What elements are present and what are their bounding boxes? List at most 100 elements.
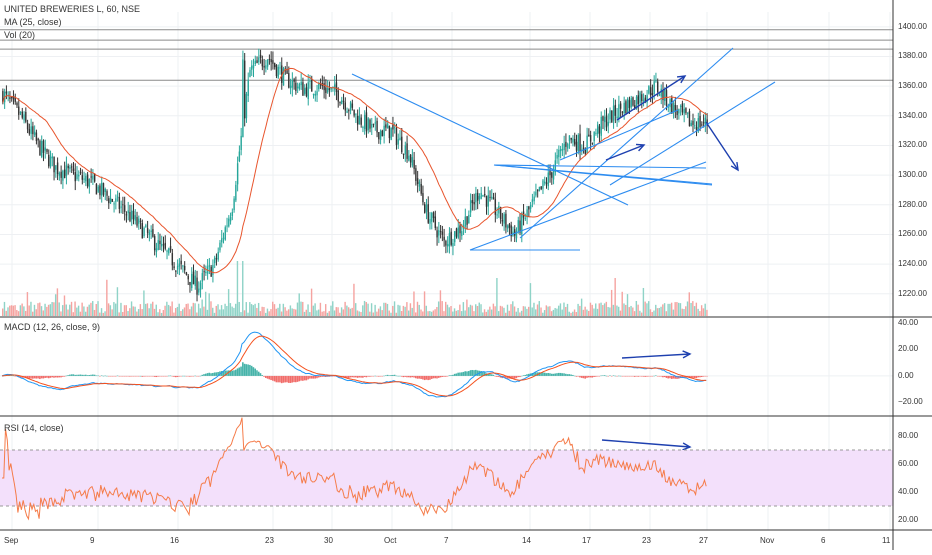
- volume-bar-344: [609, 307, 611, 316]
- macd-hist-24: [44, 375, 46, 378]
- macd-hist-379: [670, 375, 673, 379]
- candle-body-192: [341, 100, 343, 105]
- volume-bar-318: [563, 302, 565, 316]
- macd-hist-207: [367, 375, 369, 377]
- macd-hist-139: [247, 364, 249, 376]
- macd-hist-178: [316, 375, 318, 379]
- macd-hist-336: [595, 375, 597, 377]
- annotation-arrowhead-3: [682, 350, 692, 359]
- volume-bar-37: [67, 309, 69, 316]
- macd-hist-195: [346, 375, 348, 379]
- candle-body-312: [552, 169, 555, 180]
- macd-hist-158: [280, 375, 283, 384]
- candle-body-42: [76, 174, 78, 180]
- volume-bar-107: [190, 306, 193, 316]
- volume-bar-247: [437, 301, 440, 316]
- macd-hist-209: [370, 375, 373, 377]
- volume-bar-19: [35, 309, 37, 316]
- volume-bar-241: [427, 311, 429, 316]
- macd-hist-108: [192, 375, 195, 377]
- volume-bar-229: [406, 302, 408, 316]
- volume-bar-126: [224, 303, 226, 316]
- volume-bar-303: [536, 304, 539, 316]
- volume-bar-367: [649, 309, 652, 316]
- macd-hist-175: [310, 375, 313, 379]
- volume-bar-22: [40, 306, 43, 316]
- volume-bar-168: [298, 293, 300, 316]
- candle-body-130: [231, 212, 234, 217]
- macd-tick-0: 40.00: [898, 318, 919, 327]
- moving-average: [2, 67, 708, 274]
- price-tick-0: 1400.00: [898, 21, 927, 31]
- candle-body-109: [194, 275, 196, 286]
- macd-hist-134: [238, 367, 241, 376]
- candle-body-253: [448, 233, 451, 247]
- candle-body-175: [311, 79, 313, 92]
- macd-hist-59: [106, 375, 108, 377]
- volume-bar-219: [388, 310, 390, 316]
- macd-hist-42: [76, 374, 78, 376]
- macd-hist-220: [390, 375, 392, 376]
- macd-hist-120: [213, 372, 216, 376]
- macd-hist-154: [273, 375, 276, 382]
- macd-hist-74: [132, 375, 135, 377]
- volume-bar-336: [595, 303, 597, 316]
- macd-hist-153: [272, 375, 274, 381]
- candle-body-6: [12, 96, 15, 100]
- candle-body-196: [348, 110, 350, 112]
- volume-bar-307: [543, 310, 546, 316]
- macd-hist-367: [649, 375, 652, 377]
- candle-body-95: [169, 246, 172, 251]
- candle-body-212: [376, 120, 378, 133]
- volume-bar-157: [279, 303, 281, 316]
- volume-bar-393: [695, 302, 698, 316]
- candle-body-232: [411, 157, 414, 166]
- volume-bar-252: [446, 304, 449, 316]
- annotation-arrowhead-1: [730, 161, 739, 172]
- candle-body-335: [593, 131, 595, 142]
- candle-body-50: [90, 176, 92, 178]
- macd-hist-28: [51, 375, 54, 378]
- macd-hist-223: [395, 375, 398, 377]
- candle-body-333: [589, 135, 592, 142]
- time-tick-3: 23: [265, 536, 274, 545]
- macd-hist-272: [482, 371, 484, 376]
- candle-body-150: [266, 59, 269, 67]
- volume-bar-398: [704, 303, 706, 316]
- candle-body-308: [545, 182, 548, 185]
- macd-hist-48: [86, 375, 89, 376]
- volume-bar-237: [420, 309, 422, 316]
- volume-bar-263: [466, 299, 468, 316]
- macd-hist-196: [347, 375, 350, 379]
- macd-hist-371: [656, 375, 659, 377]
- volume-bar-147: [261, 306, 263, 316]
- macd-hist-252: [446, 375, 449, 377]
- candle-body-247: [438, 230, 440, 236]
- volume-bar-9: [17, 311, 20, 316]
- macd-hist-324: [573, 375, 576, 377]
- candle-body-143: [254, 60, 256, 65]
- macd-hist-5: [10, 375, 13, 376]
- volume-bar-25: [46, 306, 48, 316]
- volume-bars: [2, 261, 708, 316]
- volume-bar-174: [309, 312, 311, 316]
- volume-bar-257: [455, 310, 458, 316]
- macd-hist-144: [256, 370, 258, 376]
- macd-hist-106: [189, 375, 191, 377]
- macd-hist-44: [79, 374, 82, 376]
- candle-body-204: [362, 127, 364, 129]
- candle-body-64: [115, 198, 117, 202]
- macd-hist-341: [603, 375, 606, 376]
- macd-hist-145: [257, 371, 260, 376]
- macd-hist-235: [416, 375, 419, 379]
- candle-body-178: [316, 91, 318, 96]
- candle-body-117: [208, 265, 211, 267]
- volume-bar-314: [556, 308, 558, 316]
- macd-hist-334: [591, 375, 594, 378]
- candle-body-9: [18, 106, 20, 115]
- macd-hist-86: [153, 375, 156, 377]
- candle-body-343: [607, 121, 609, 126]
- candle-body-142: [252, 65, 255, 69]
